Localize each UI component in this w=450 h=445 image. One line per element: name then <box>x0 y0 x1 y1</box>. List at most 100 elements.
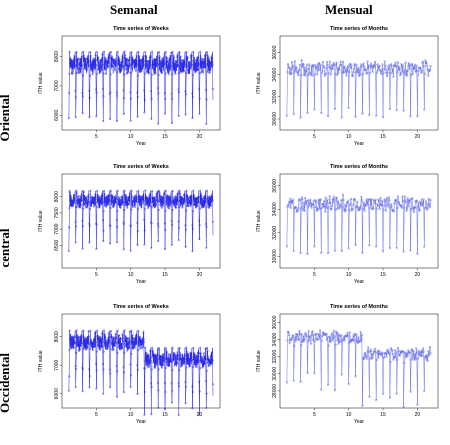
data-point <box>170 122 173 125</box>
data-point <box>116 94 119 97</box>
data-point <box>298 198 302 201</box>
data-point <box>159 195 162 198</box>
data-point <box>343 339 346 342</box>
data-point <box>204 380 207 383</box>
data-point <box>74 89 77 92</box>
data-point <box>132 196 135 199</box>
data-point <box>83 346 86 349</box>
data-point <box>185 72 188 75</box>
data-point <box>358 340 361 343</box>
data-point <box>426 207 429 210</box>
data-point <box>167 61 170 64</box>
data-point <box>352 334 355 337</box>
data-point <box>301 62 304 66</box>
data-point <box>100 345 103 348</box>
data-point <box>80 334 83 337</box>
data-point <box>205 369 208 372</box>
data-point <box>76 60 79 63</box>
data-point <box>67 117 70 120</box>
data-point <box>187 360 190 363</box>
data-point <box>328 66 331 69</box>
data-point <box>73 56 76 59</box>
y-tick-label: 36000 <box>272 45 278 59</box>
data-point <box>312 339 315 342</box>
data-point <box>363 352 366 355</box>
data-point <box>324 196 327 199</box>
data-point <box>298 329 301 332</box>
data-point <box>333 389 337 392</box>
data-point <box>183 198 186 201</box>
data-point <box>151 189 154 192</box>
data-point <box>337 202 340 205</box>
data-point <box>179 365 182 368</box>
data-point <box>161 202 164 205</box>
data-point <box>328 340 331 344</box>
data-point <box>174 354 177 357</box>
data-point <box>171 61 174 64</box>
data-point <box>364 202 367 205</box>
data-point <box>100 197 103 200</box>
data-point <box>126 71 129 74</box>
data-point <box>361 207 365 210</box>
data-point <box>118 334 121 337</box>
data-point <box>373 60 377 63</box>
data-point <box>205 246 208 249</box>
data-point <box>285 245 288 248</box>
data-point <box>424 59 427 62</box>
data-point <box>94 64 97 67</box>
data-point <box>111 57 114 60</box>
data-point <box>296 210 299 213</box>
data-point <box>116 225 119 228</box>
data-point <box>127 71 130 74</box>
data-point <box>197 196 200 199</box>
data-point <box>101 200 104 203</box>
plot-frame <box>61 35 221 131</box>
data-point <box>287 331 290 334</box>
data-point <box>163 222 166 225</box>
data-point <box>289 67 292 70</box>
data-point <box>120 69 123 72</box>
data-point <box>192 194 195 197</box>
data-point <box>148 194 151 197</box>
y-axis-label: ITH value <box>38 350 44 372</box>
data-point <box>366 203 369 206</box>
data-point <box>389 206 392 209</box>
data-point <box>128 192 131 195</box>
data-point <box>117 341 120 344</box>
data-point <box>306 340 310 343</box>
data-point <box>129 199 132 202</box>
data-point <box>121 337 124 340</box>
data-point <box>190 196 193 199</box>
data-point <box>199 189 202 192</box>
data-point <box>200 194 203 197</box>
data-point <box>173 358 176 361</box>
x-tick-label: 5 <box>95 134 98 140</box>
data-point <box>153 59 156 62</box>
data-point <box>141 195 144 198</box>
data-point <box>129 119 132 122</box>
data-point <box>123 223 126 226</box>
data-point <box>167 201 170 204</box>
data-point <box>170 401 173 404</box>
data-point <box>207 357 210 360</box>
data-point <box>177 414 180 417</box>
y-axis-label: ITH value <box>38 72 44 94</box>
data-point <box>196 56 199 59</box>
data-point <box>205 225 208 228</box>
data-point <box>156 56 159 59</box>
data-point <box>318 329 322 332</box>
data-point <box>136 95 139 98</box>
data-point <box>109 189 112 192</box>
data-point <box>131 334 134 337</box>
data-point <box>174 61 177 64</box>
data-point <box>161 66 164 69</box>
data-point <box>292 334 295 337</box>
data-point <box>415 69 418 72</box>
data-point <box>182 358 185 361</box>
data-point <box>156 222 159 225</box>
data-point <box>349 197 353 200</box>
data-point <box>352 340 355 343</box>
data-point <box>348 341 351 344</box>
data-point <box>326 198 329 201</box>
y-tick-label: 28000 <box>272 384 278 398</box>
